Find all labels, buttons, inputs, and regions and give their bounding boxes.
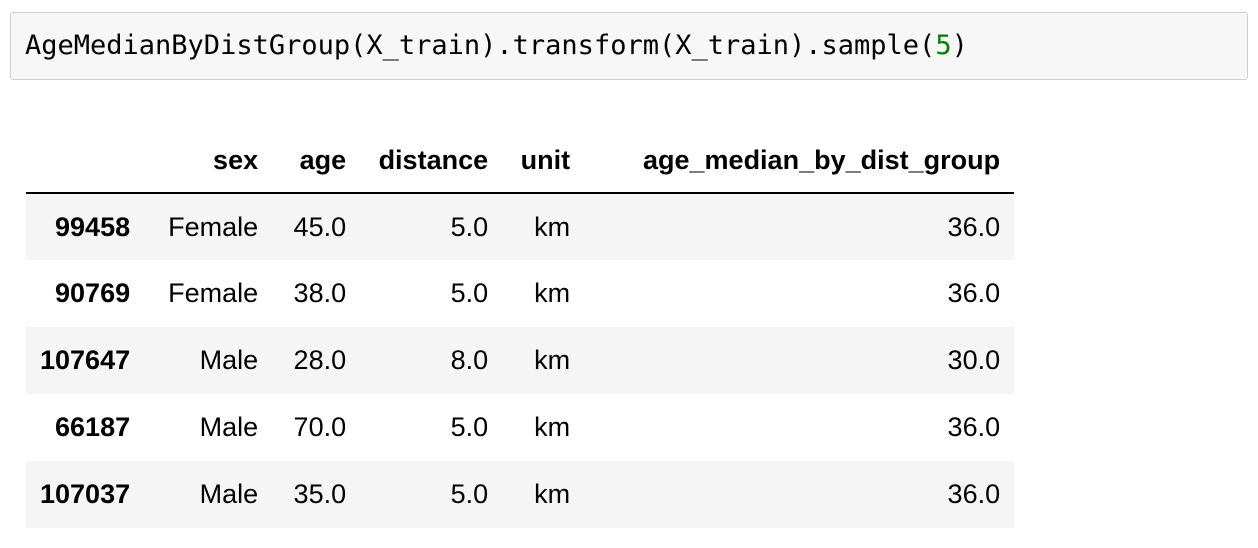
column-header-age-median-by-dist-group: age_median_by_dist_group — [584, 128, 1015, 194]
dataframe-table: sex age distance unit age_median_by_dist… — [26, 128, 1015, 528]
row-index: 107647 — [40, 345, 131, 375]
cell-distance: 5.0 — [450, 211, 489, 242]
code-text: AgeMedianByDistGroup(X_train).transform(… — [25, 30, 936, 61]
cell-age: 28.0 — [293, 345, 347, 375]
code-closing-paren: ) — [951, 30, 968, 61]
cell-age-median: 36.0 — [947, 211, 1001, 242]
cell-age: 35.0 — [293, 479, 347, 509]
cell-sex: Male — [199, 479, 259, 509]
column-header-age: age — [272, 128, 361, 194]
cell-output: sex age distance unit age_median_by_dist… — [26, 128, 1015, 528]
cell-unit: km — [534, 211, 571, 242]
index-header — [26, 128, 145, 194]
cell-distance: 5.0 — [450, 412, 489, 442]
code-number-literal: 5 — [935, 30, 952, 61]
cell-age-median: 30.0 — [947, 345, 1001, 375]
row-index: 90769 — [55, 278, 131, 308]
cell-unit: km — [534, 278, 571, 308]
cell-unit: km — [534, 479, 571, 509]
column-header-unit: unit — [502, 128, 585, 194]
cell-distance: 5.0 — [450, 278, 489, 308]
cell-unit: km — [534, 412, 571, 442]
row-index: 107037 — [40, 479, 131, 509]
cell-distance: 5.0 — [450, 479, 489, 509]
cell-age-median: 36.0 — [947, 278, 1001, 308]
cell-age-median: 36.0 — [947, 479, 1001, 509]
cell-sex: Male — [199, 345, 259, 375]
row-index: 99458 — [55, 211, 131, 242]
column-header-sex: sex — [144, 128, 273, 194]
cell-distance: 8.0 — [450, 345, 489, 375]
cell-sex: Female — [168, 278, 259, 308]
cell-age: 38.0 — [293, 278, 347, 308]
cell-age: 70.0 — [293, 412, 347, 442]
cell-sex: Female — [168, 211, 259, 242]
table-row: 107037 Male 35.0 5.0 km 36.0 — [26, 461, 1015, 528]
cell-sex: Male — [199, 412, 259, 442]
row-index: 66187 — [55, 412, 131, 442]
table-row: 107647 Male 28.0 8.0 km 30.0 — [26, 327, 1015, 394]
cell-age: 45.0 — [293, 211, 347, 242]
code-cell-input[interactable]: AgeMedianByDistGroup(X_train).transform(… — [10, 12, 1248, 80]
table-row: 99458 Female 45.0 5.0 km 36.0 — [26, 193, 1015, 260]
column-header-distance: distance — [360, 128, 503, 194]
cell-unit: km — [534, 345, 571, 375]
table-row: 66187 Male 70.0 5.0 km 36.0 — [26, 394, 1014, 461]
table-header-row: sex age distance unit age_median_by_dist… — [26, 128, 1015, 194]
table-row: 90769 Female 38.0 5.0 km 36.0 — [26, 260, 1014, 327]
cell-age-median: 36.0 — [947, 412, 1001, 442]
